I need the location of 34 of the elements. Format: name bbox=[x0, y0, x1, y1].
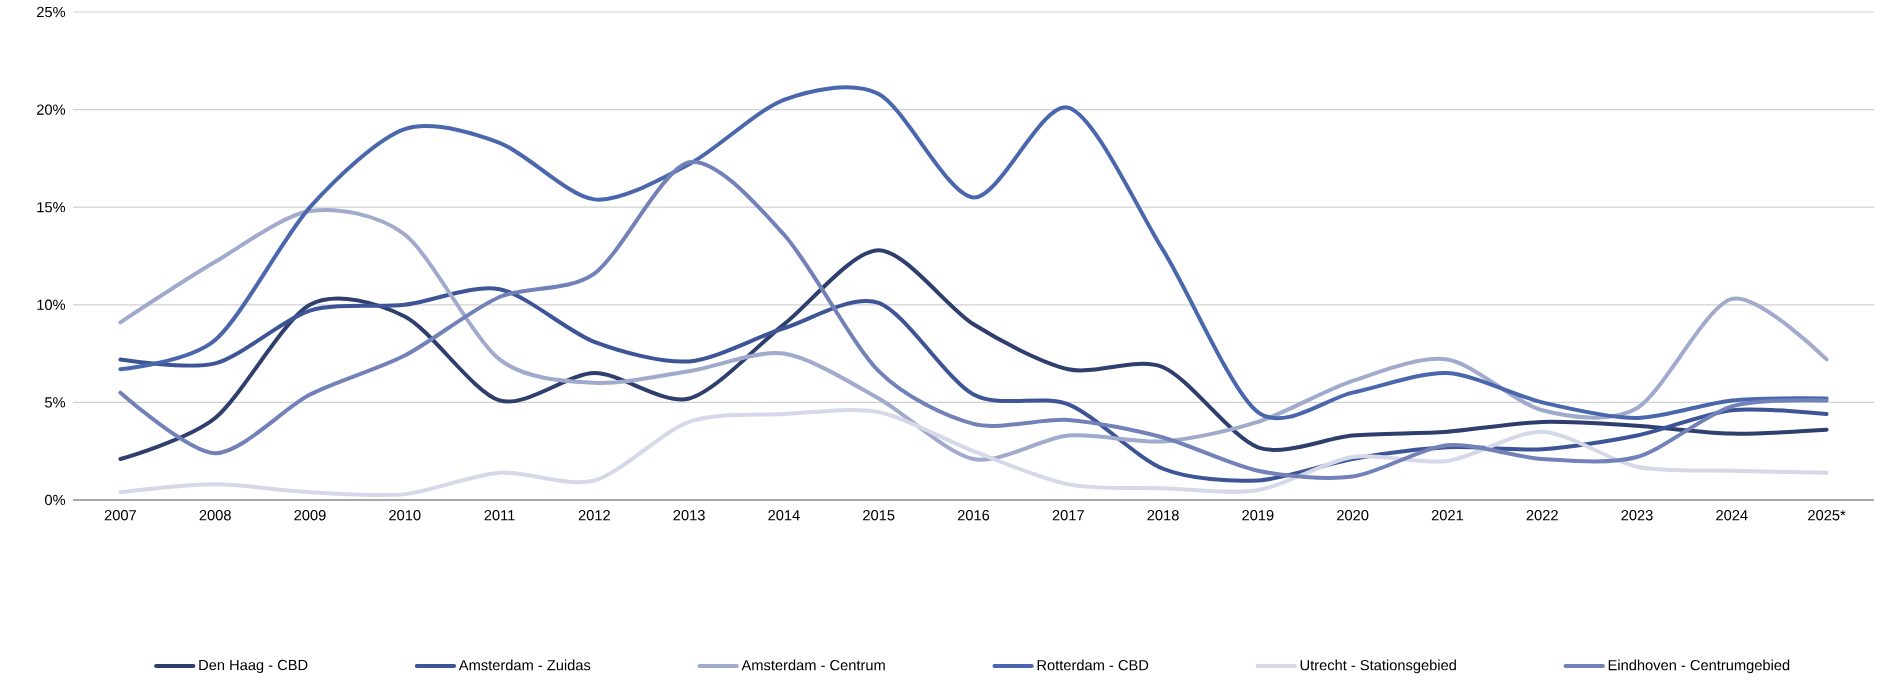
x-tick-label: 2019 bbox=[1242, 510, 1274, 521]
x-tick-label: 2008 bbox=[199, 510, 231, 521]
x-tick-label: 2021 bbox=[1431, 510, 1464, 521]
x-tick-label: 2013 bbox=[673, 510, 705, 521]
line-series bbox=[118, 248, 1829, 461]
legend-label: Eindhoven - Centrumgebied bbox=[1608, 659, 1790, 674]
x-tick-label: 2012 bbox=[578, 510, 610, 521]
legend-label: Amsterdam - Zuidas bbox=[458, 659, 591, 671]
legend-label: Rotterdam - CBD bbox=[1037, 659, 1149, 671]
x-tick-label: 2007 bbox=[104, 510, 136, 521]
x-tick-label: 2016 bbox=[957, 510, 990, 521]
x-tick-label: 2025* bbox=[1808, 510, 1846, 521]
x-tick-label: 2022 bbox=[1526, 510, 1558, 521]
y-tick-label: 5% bbox=[45, 397, 66, 408]
legend-label: Amsterdam - Centrum bbox=[741, 659, 885, 671]
x-tick-label: 2014 bbox=[768, 510, 800, 521]
x-tick-label: 2015 bbox=[863, 510, 895, 521]
x-tick-label: 2023 bbox=[1621, 510, 1653, 521]
y-tick-label: 15% bbox=[37, 202, 66, 213]
x-tick-label: 2020 bbox=[1337, 510, 1369, 521]
x-tick-label: 2024 bbox=[1716, 510, 1748, 521]
y-tick-label: 20% bbox=[37, 104, 66, 115]
y-tick-label: 0% bbox=[45, 494, 66, 506]
line-series bbox=[118, 208, 1829, 461]
x-tick-label: 2009 bbox=[294, 510, 326, 521]
legend-label: Den Haag - CBD bbox=[199, 659, 308, 674]
x-tick-label: 2017 bbox=[1052, 510, 1084, 521]
y-tick-label: 10% bbox=[37, 299, 66, 310]
x-tick-label: 2018 bbox=[1147, 510, 1179, 521]
line-series bbox=[118, 160, 1829, 480]
x-tick-label: 2010 bbox=[389, 510, 421, 521]
x-tick-label: 2011 bbox=[484, 510, 515, 521]
legend-label: Utrecht - Stationsgebied bbox=[1300, 659, 1456, 674]
y-tick-label: 25% bbox=[37, 6, 66, 18]
